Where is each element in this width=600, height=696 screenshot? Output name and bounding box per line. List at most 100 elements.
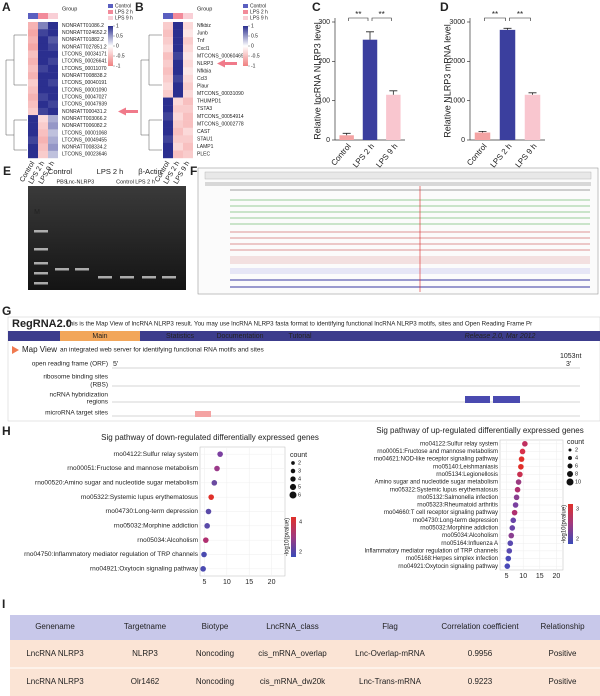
heatmap-cell bbox=[163, 59, 173, 68]
error-bar bbox=[528, 92, 537, 95]
heatmap-cell bbox=[183, 135, 193, 144]
row-label: MTCONS_00060469 bbox=[197, 53, 244, 59]
heatmap-cell bbox=[173, 97, 183, 106]
heatmap-cell bbox=[163, 52, 173, 60]
heatmap-cell bbox=[173, 112, 183, 121]
heatmap-cell bbox=[48, 64, 58, 73]
y-tick-label: 2000 bbox=[449, 58, 465, 65]
heatmap-cell bbox=[38, 93, 48, 101]
row-label: LTCONS_00026641 bbox=[62, 59, 107, 65]
size-legend-dot bbox=[567, 463, 573, 469]
size-legend-label: 10 bbox=[575, 479, 581, 485]
heatmap-cell bbox=[48, 136, 58, 144]
heatmap-cell bbox=[183, 44, 193, 53]
size-legend-label: 4 bbox=[298, 476, 301, 482]
y-tick-label: rno05140:Leishmaniasis bbox=[433, 464, 498, 470]
heatmap-cell bbox=[38, 86, 48, 94]
heatmap-cell bbox=[163, 105, 173, 113]
heatmap-cell bbox=[48, 72, 58, 80]
heatmap-cell bbox=[28, 72, 38, 80]
panel-letter: C bbox=[312, 0, 321, 14]
error-bar bbox=[342, 132, 351, 136]
y-tick-label: rno04621:NOD-like receptor signaling pat… bbox=[374, 457, 498, 463]
x-tick-label: 10 bbox=[223, 579, 231, 586]
row-label: NONRATT01882.2 bbox=[62, 37, 104, 43]
x-tick-label: 15 bbox=[245, 579, 253, 586]
heatmap-cell bbox=[28, 115, 38, 123]
nav-item: Statistics bbox=[166, 333, 195, 340]
y-tick-label: rno05322:Systemic lupus erythematosus bbox=[390, 487, 498, 493]
y-tick-label: rno00520:Amino sugar and nucleotide suga… bbox=[35, 480, 198, 487]
heatmap-cell bbox=[183, 120, 193, 128]
row-label: LTCONS_00001068 bbox=[62, 130, 107, 136]
heatmap-cell bbox=[183, 112, 193, 121]
heatmap-cell bbox=[28, 36, 38, 44]
gel-label: Lnc-NLRP3 bbox=[66, 179, 94, 185]
bar bbox=[499, 29, 516, 140]
y-tick-label: rno04750:Inflammatory mediator regulatio… bbox=[24, 551, 199, 558]
scale-tick-label: -0.5 bbox=[116, 53, 125, 59]
table-header-bg bbox=[10, 615, 600, 640]
dot bbox=[519, 448, 526, 455]
scale-tick-label: 0.5 bbox=[116, 33, 123, 39]
size-legend-dot bbox=[290, 476, 296, 482]
row-label: Cxcl1 bbox=[197, 46, 210, 52]
color-scale bbox=[243, 26, 248, 66]
table-header: Biotype bbox=[202, 622, 229, 631]
row-label: LTCONS_00049455 bbox=[62, 137, 107, 143]
x-tick-label: LPS 2 h bbox=[351, 142, 376, 170]
y-tick-label: rno05032:Morphine addiction bbox=[114, 523, 199, 530]
y-tick-label: rno05034:Alcoholism bbox=[137, 537, 198, 544]
gel-band bbox=[120, 276, 134, 279]
scale-tick-label: 1 bbox=[116, 23, 119, 29]
heatmap-cell bbox=[163, 127, 173, 136]
row-label: CAST bbox=[197, 129, 210, 135]
row-label: LTCONS_00011070 bbox=[62, 66, 107, 72]
row-label: NONRATT003066.2 bbox=[62, 116, 107, 122]
heatmap-cell bbox=[173, 127, 183, 136]
size-legend-dot bbox=[566, 478, 574, 486]
table-cell: Noncoding bbox=[196, 677, 234, 686]
panel-letter: F bbox=[190, 164, 197, 178]
heatmap-cell bbox=[28, 50, 38, 58]
heatmap-cell bbox=[38, 29, 48, 37]
release: Release 2.0, Mar 2012 bbox=[465, 333, 536, 340]
row-label: Ccl3 bbox=[197, 76, 207, 82]
color-legend-title: -log10(pvalue) bbox=[562, 505, 568, 543]
gel-image bbox=[28, 186, 186, 290]
heatmap-cell bbox=[173, 150, 183, 159]
legend-label: LPS 9 h bbox=[115, 15, 133, 21]
heatmap-cell bbox=[163, 82, 173, 91]
group-bar bbox=[38, 13, 48, 19]
scale-tick-label: -1 bbox=[251, 63, 256, 69]
y-tick-label: 0 bbox=[326, 137, 330, 144]
x-tick-label: 20 bbox=[268, 579, 276, 586]
sig-label: ** bbox=[355, 10, 361, 19]
heatmap-cell bbox=[183, 150, 193, 159]
heatmap-cell bbox=[173, 82, 183, 91]
dot bbox=[200, 566, 206, 572]
heatmap-cell bbox=[173, 37, 183, 45]
table-cell: LncRNA NLRP3 bbox=[26, 677, 84, 686]
panel-letter: G bbox=[2, 304, 11, 318]
size-legend-label: 6 bbox=[575, 463, 578, 469]
gel-label: β-Actin bbox=[138, 167, 162, 176]
y-tick-label: 300 bbox=[318, 19, 330, 26]
size-legend-label: 2 bbox=[298, 460, 301, 466]
color-scale bbox=[108, 26, 113, 66]
heatmap-cell bbox=[38, 129, 48, 137]
heatmap-cell bbox=[183, 37, 193, 45]
legend-label: Control bbox=[250, 3, 266, 9]
table-cell: 0.9223 bbox=[468, 677, 493, 686]
heatmap-cell bbox=[183, 52, 193, 60]
legend-label: LPS 2 h bbox=[250, 9, 268, 15]
table-cell: 0.9956 bbox=[468, 649, 493, 658]
table-cell: cis_mRNA_overlap bbox=[258, 649, 327, 658]
heatmap-cell bbox=[28, 57, 38, 66]
heatmap-cell bbox=[183, 67, 193, 76]
color-tick-label: 4 bbox=[299, 519, 302, 525]
sig-label: ** bbox=[517, 10, 523, 19]
row-label: NLRP3 bbox=[197, 61, 213, 67]
row-label: LAMP1 bbox=[197, 144, 214, 150]
dot bbox=[201, 551, 207, 558]
